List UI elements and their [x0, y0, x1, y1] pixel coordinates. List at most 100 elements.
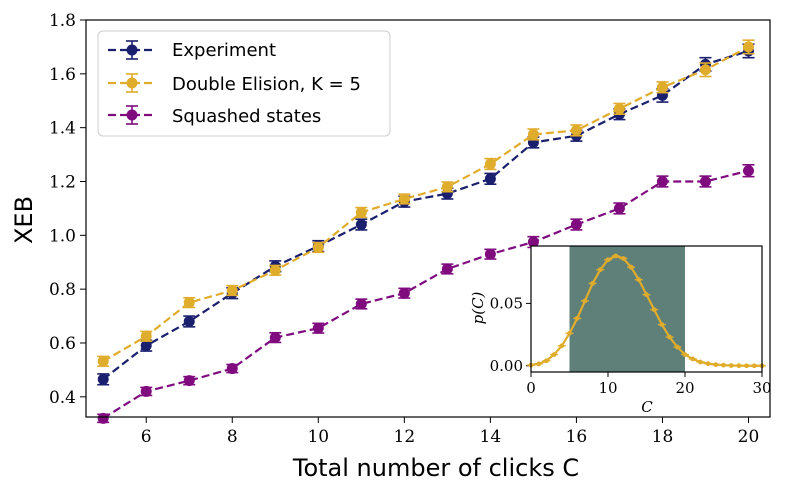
inset-data-point	[690, 356, 696, 362]
y-tick-label: 1.6	[49, 65, 76, 85]
y-tick-label: 1.2	[49, 172, 76, 192]
data-point-double-elision	[140, 330, 152, 342]
inset-data-point	[674, 344, 680, 350]
data-point-squashed-states	[527, 236, 539, 248]
data-point-experiment	[355, 219, 367, 231]
inset-data-point	[613, 253, 619, 259]
data-point-double-elision	[742, 41, 754, 53]
inset-data-point	[651, 307, 657, 313]
data-point-double-elision	[699, 64, 711, 76]
y-tick-label: 0.4	[49, 388, 76, 408]
main-plot-frame	[85, 19, 771, 418]
inset-data-point	[667, 334, 672, 340]
inset-data-point	[551, 352, 557, 357]
inset-data-point	[744, 363, 749, 369]
inset-data-point	[590, 281, 595, 286]
data-point-double-elision	[656, 81, 668, 93]
data-point-squashed-states	[699, 175, 711, 187]
data-point-squashed-states	[398, 287, 410, 299]
series-line-double-elision	[102, 45, 750, 363]
inset-plot-frame	[530, 245, 763, 373]
data-point-squashed-states	[613, 202, 625, 214]
y-tick-label: 0.6	[49, 334, 76, 354]
data-point-squashed-states	[97, 412, 109, 424]
inset-data-point	[567, 330, 572, 336]
x-tick-label: 20	[738, 427, 760, 447]
data-point-squashed-states	[484, 248, 496, 260]
x-axis-label: Total number of clicks C	[292, 454, 579, 482]
data-point-squashed-states	[183, 375, 195, 387]
x-tick-label: 14	[480, 427, 502, 447]
x-tick-label: 12	[394, 427, 416, 447]
inset-data-point	[682, 352, 688, 357]
data-point-double-elision	[613, 103, 625, 115]
inset-data-point	[582, 298, 588, 304]
x-tick-label: 18	[652, 427, 674, 447]
data-point-experiment	[140, 340, 152, 352]
series-line-experiment	[102, 49, 749, 381]
y-tick-label: 1.0	[49, 226, 76, 246]
inset-data-point	[574, 315, 580, 321]
data-point-double-elision	[269, 264, 281, 276]
inset-x-axis-label: C	[641, 398, 653, 416]
data-point-squashed-states	[312, 322, 324, 334]
legend-label-double-elision: Double Elision, K = 5	[172, 74, 361, 95]
inset-data-point	[659, 322, 665, 327]
legend-marker-squashed-states	[126, 109, 138, 121]
legend-frame	[97, 30, 391, 137]
data-point-double-elision	[398, 193, 410, 205]
data-point-experiment	[183, 315, 195, 327]
data-point-double-elision	[527, 128, 539, 140]
data-point-double-elision	[355, 206, 367, 218]
data-point-double-elision	[312, 241, 324, 253]
data-point-experiment	[97, 373, 109, 385]
data-point-experiment	[484, 173, 496, 185]
inset-x-tick-label: 30	[752, 379, 771, 397]
inset-data-point	[559, 343, 565, 349]
data-point-squashed-states	[656, 175, 668, 187]
main-chart: 6 8 10 12 14 16 18 20 0.4 0.6 0.8 1.0 1.2 1.4 1.6 1.8	[49, 11, 771, 447]
data-point-double-elision	[441, 181, 453, 193]
inset-data-point	[628, 264, 634, 270]
x-tick-label: 10	[307, 427, 329, 447]
legend: Experiment Double Elision, K = 5 Squashe…	[97, 30, 391, 137]
x-tick-label: 16	[566, 427, 588, 447]
data-point-squashed-states	[441, 263, 453, 275]
data-point-double-elision	[226, 284, 238, 296]
inset-data-point	[621, 256, 626, 261]
inset-x-tick-label: 0	[526, 379, 536, 397]
inset-data-point	[597, 267, 603, 273]
inset-data-point	[644, 292, 649, 298]
data-point-squashed-states	[140, 385, 152, 397]
y-tick-label: 0.8	[49, 280, 76, 300]
inset-data-point	[698, 359, 703, 365]
inset-data-point	[751, 363, 757, 369]
inset-y-tick-label: 0.00	[490, 357, 523, 375]
data-point-double-elision	[97, 355, 109, 367]
inset-data-point	[636, 277, 642, 283]
inset-data-point	[605, 257, 611, 263]
inset-shaded-region	[569, 246, 685, 372]
y-tick-label: 1.8	[49, 11, 76, 31]
data-point-double-elision	[183, 297, 195, 309]
x-tick-label: 8	[227, 427, 238, 447]
inset-x-tick-label: 20	[675, 379, 694, 397]
legend-label-squashed-states: Squashed states	[172, 106, 321, 127]
x-tick-label: 6	[141, 427, 152, 447]
inset-data-point	[721, 362, 726, 368]
y-tick-label: 1.4	[49, 119, 76, 139]
legend-marker-experiment	[126, 44, 138, 56]
y-axis-label: XEB	[10, 196, 38, 244]
inset-data-point	[705, 361, 711, 367]
inset-y-tick-label: 0.05	[490, 294, 523, 312]
data-point-squashed-states	[742, 165, 754, 177]
inset-data-point	[713, 362, 719, 368]
inset-data-point	[736, 363, 742, 369]
data-point-squashed-states	[269, 332, 281, 344]
inset-chart: 0 10 20 30 0.00 0.05	[490, 245, 772, 397]
inset-x-tick-label: 10	[598, 379, 617, 397]
legend-label-experiment: Experiment	[172, 40, 276, 61]
data-point-double-elision	[484, 158, 496, 170]
series-line-squashed-states	[102, 169, 749, 420]
